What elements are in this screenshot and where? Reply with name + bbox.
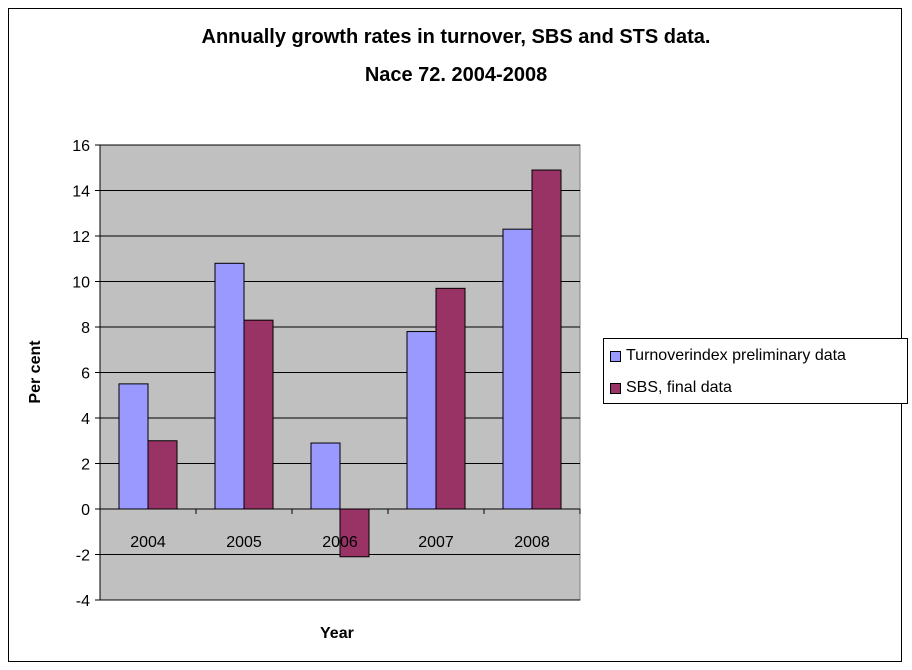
legend-item-sbs: SBS, final data — [610, 379, 732, 397]
x-axis-title: Year — [320, 625, 354, 642]
bar-sbs-2008 — [531, 169, 562, 510]
x-tick-label: 2007 — [418, 534, 454, 551]
y-tick-label: 16 — [72, 138, 90, 155]
y-tick-label: 12 — [72, 229, 90, 246]
legend: Turnoverindex preliminary data SBS, fina… — [603, 338, 908, 404]
x-tick-label: 2005 — [226, 534, 262, 551]
bar-turnover-2007 — [406, 331, 437, 510]
y-tick-label: 6 — [81, 366, 90, 383]
y-tick-label: 0 — [81, 502, 90, 519]
x-tick-label: 2004 — [130, 534, 166, 551]
y-tick-label: 10 — [72, 275, 90, 292]
legend-label-turnover: Turnoverindex preliminary data — [626, 347, 846, 364]
bar-turnover-2005 — [214, 262, 245, 510]
chart-title-line-1: Annually growth rates in turnover, SBS a… — [201, 26, 711, 48]
y-tick-label: -2 — [76, 548, 90, 565]
legend-swatch-sbs — [610, 382, 621, 394]
bar-turnover-2004 — [118, 383, 149, 510]
y-tick-label: 2 — [81, 457, 90, 474]
y-axis-title: Per cent — [27, 340, 44, 404]
bar-sbs-2004 — [147, 440, 178, 510]
legend-swatch-turnover — [610, 350, 621, 362]
x-tick-label: 2006 — [322, 534, 358, 551]
bar-sbs-2007 — [435, 287, 466, 510]
legend-item-turnover: Turnoverindex preliminary data — [610, 347, 846, 365]
chart-title-line-2: Nace 72. 2004-2008 — [364, 64, 548, 86]
y-tick-label: 8 — [81, 320, 90, 337]
bar-sbs-2005 — [243, 319, 274, 510]
y-tick-label: -4 — [76, 593, 90, 610]
y-tick-label: 14 — [72, 184, 90, 201]
legend-label-sbs: SBS, final data — [626, 379, 732, 396]
bar-turnover-2006 — [310, 442, 341, 510]
y-tick-label: 4 — [81, 411, 90, 428]
x-tick-label: 2008 — [514, 534, 550, 551]
bar-turnover-2008 — [502, 228, 533, 510]
